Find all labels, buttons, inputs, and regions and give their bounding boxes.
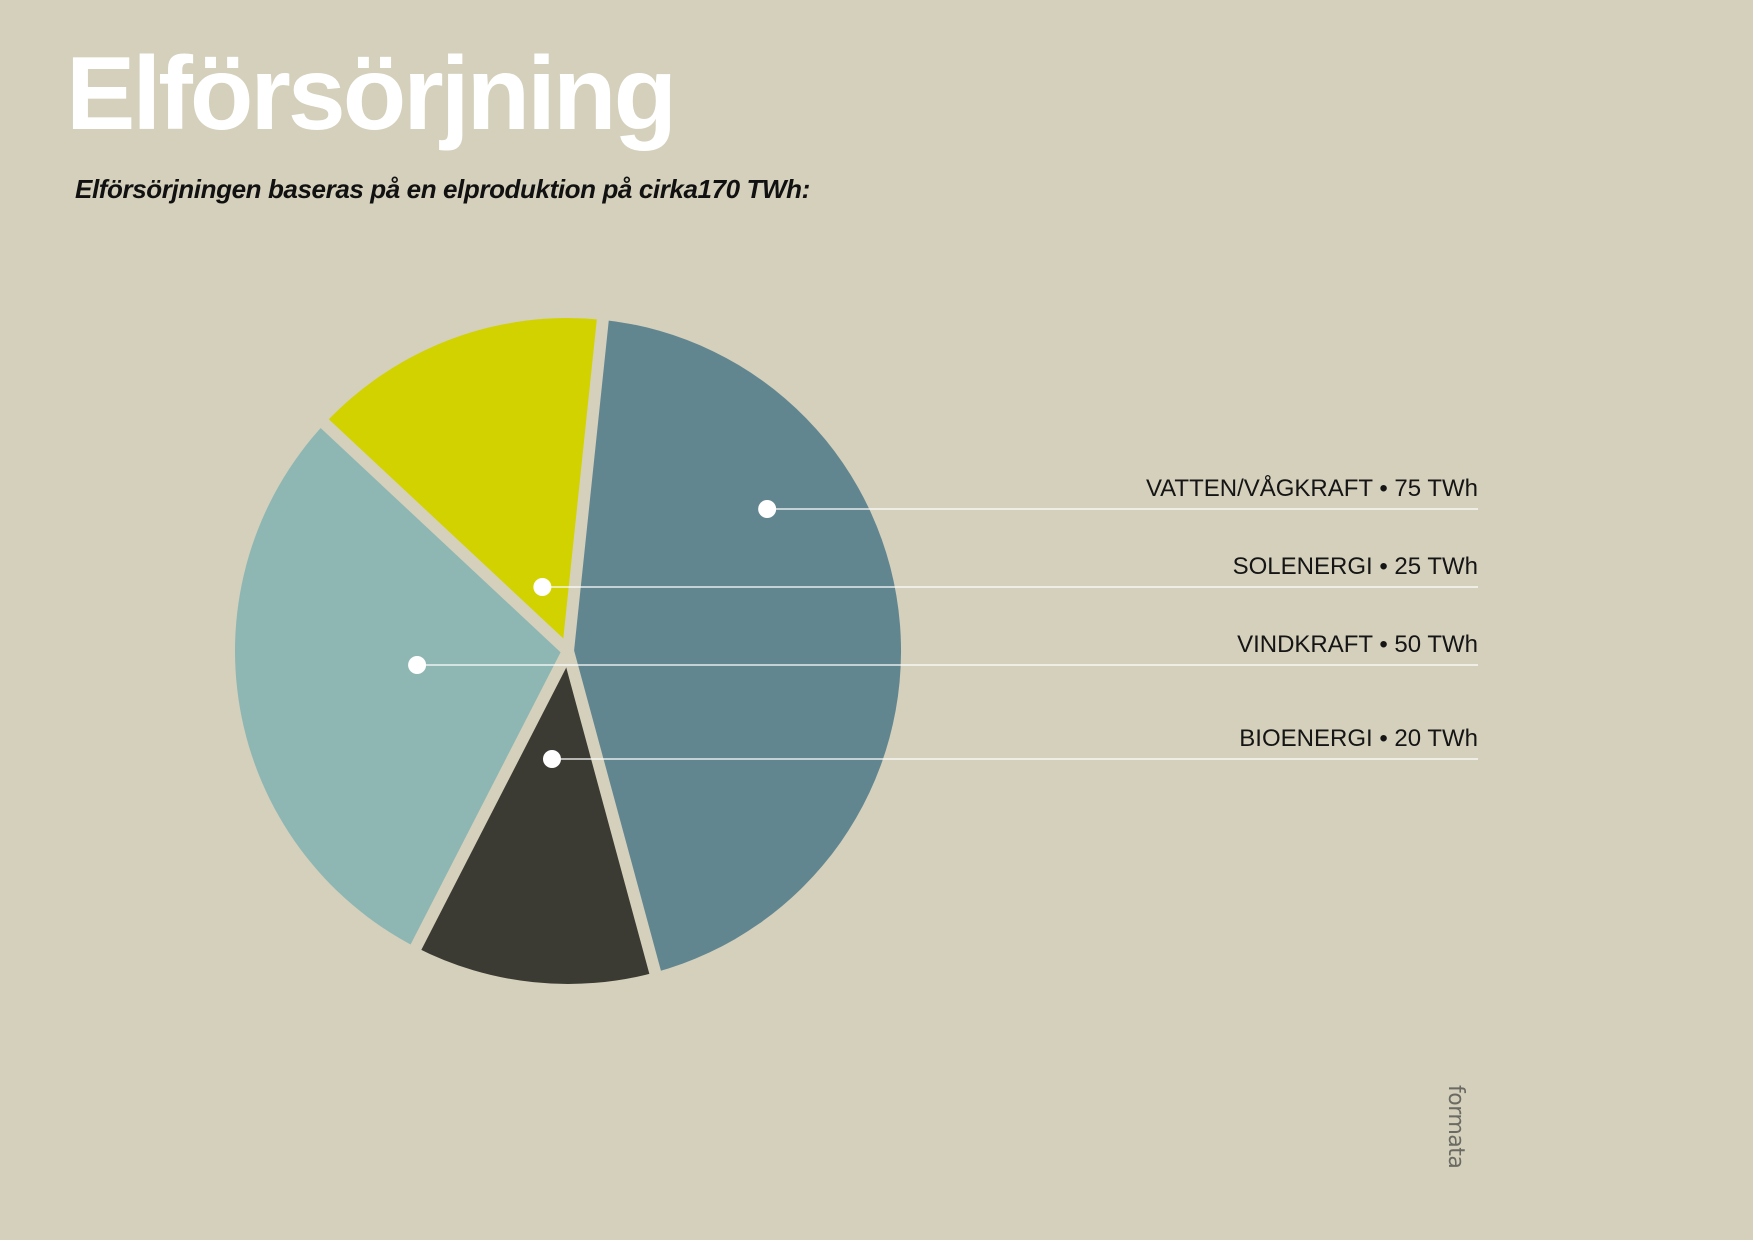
legend-label: SOLENERGI — [1233, 553, 1373, 580]
page-title: Elförsörjning — [66, 36, 677, 152]
slice-separator — [316, 415, 573, 656]
legend-label: VINDKRAFT — [1237, 631, 1373, 658]
legend-value: 20 TWh — [1394, 725, 1478, 752]
pie-slice-solenergi — [324, 317, 603, 651]
leader-dot-solenergi — [533, 578, 552, 596]
legend-separator: • — [1373, 553, 1395, 580]
slice-separator — [562, 313, 610, 652]
page-subtitle: Elförsörjningen baseras på en elprodukti… — [75, 174, 810, 204]
legend-item-vindkraft: VINDKRAFT • 50 TWh — [1237, 631, 1478, 658]
legend-value: 50 TWh — [1394, 631, 1478, 658]
legend-leader-lines — [408, 500, 1478, 768]
pie-slice-vindkraft — [234, 423, 569, 948]
leader-dot-bioenergi — [542, 750, 561, 768]
legend-separator: • — [1373, 631, 1395, 658]
legend-label: BIOENERGI — [1239, 725, 1372, 752]
legend-separator: • — [1373, 475, 1395, 502]
pie-slice-bioenergi — [415, 651, 656, 985]
legend-value: 75 TWh — [1394, 475, 1478, 502]
legend-label: VATTEN/VÅGKRAFT — [1146, 474, 1373, 502]
brand-label: formata — [1443, 1085, 1468, 1169]
pie-slices — [234, 313, 902, 985]
leader-dot-vindkraft — [408, 656, 427, 674]
slice-separator — [407, 648, 574, 956]
leader-dot-vatten-v-gkraft — [758, 500, 777, 518]
legend-item-bioenergi: BIOENERGI • 20 TWh — [1239, 725, 1478, 752]
legend-separator: • — [1373, 725, 1395, 752]
legend: VATTEN/VÅGKRAFT • 75 TWh SOLENERGI • 25 T… — [1146, 474, 1478, 752]
slice-separator — [562, 649, 663, 980]
legend-item-solenergi: SOLENERGI • 25 TWh — [1233, 553, 1478, 580]
pie-slice-vatten-v-gkraft — [568, 319, 902, 973]
legend-item-vatten-v-gkraft: VATTEN/VÅGKRAFT • 75 TWh — [1146, 474, 1478, 502]
legend-value: 25 TWh — [1394, 553, 1478, 580]
